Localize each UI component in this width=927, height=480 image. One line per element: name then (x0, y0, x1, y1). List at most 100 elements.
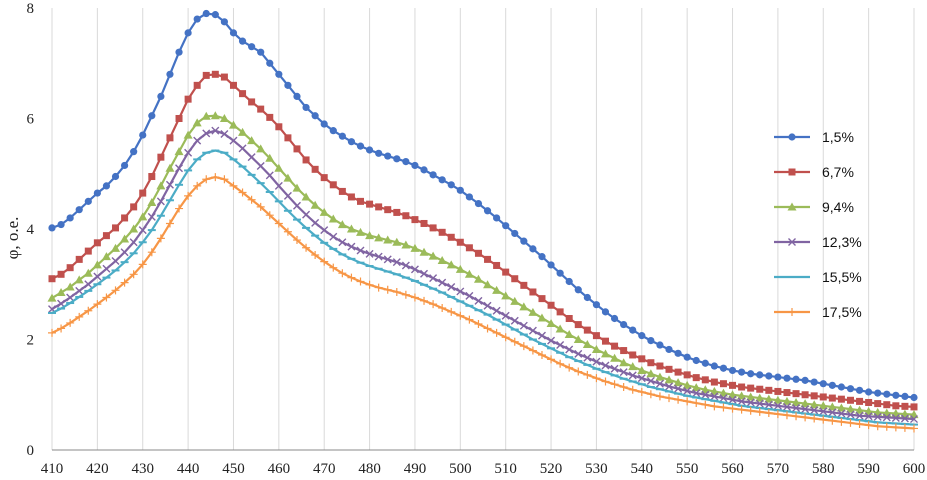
data-point (375, 203, 383, 211)
legend-label: 17,5% (822, 304, 862, 320)
data-point (664, 375, 674, 384)
data-point (347, 242, 356, 251)
data-point (302, 156, 310, 164)
data-point (320, 257, 329, 266)
x-tick-label: 550 (676, 461, 699, 477)
data-point (483, 324, 492, 333)
data-point (83, 268, 93, 277)
data-point (701, 400, 710, 409)
data-point (511, 275, 519, 283)
data-point (365, 146, 374, 154)
data-point (75, 312, 84, 321)
data-point (846, 385, 855, 393)
data-point (429, 171, 437, 179)
x-tick-label: 410 (41, 461, 64, 477)
data-point (366, 200, 374, 208)
data-point (655, 379, 664, 388)
data-point (592, 357, 601, 366)
data-point (855, 420, 864, 429)
data-point (665, 394, 674, 403)
data-point (728, 404, 737, 413)
data-point (238, 127, 248, 136)
data-point (265, 153, 275, 162)
data-point (93, 300, 102, 309)
data-point (438, 176, 446, 184)
data-point (111, 243, 121, 252)
data-point (193, 81, 201, 89)
data-point (456, 238, 464, 246)
data-point (592, 374, 601, 383)
data-point (283, 173, 293, 182)
data-point (220, 129, 229, 138)
data-point (718, 388, 728, 397)
data-point (764, 400, 773, 409)
data-point (202, 71, 210, 79)
data-point (239, 90, 247, 98)
data-point (620, 320, 628, 329)
data-point (801, 376, 809, 384)
data-point (647, 337, 655, 345)
data-point (556, 359, 565, 368)
data-point (293, 92, 301, 100)
data-point (283, 227, 292, 236)
data-point (528, 346, 537, 355)
data-point (692, 356, 700, 365)
data-point (202, 129, 211, 138)
data-point (783, 374, 791, 382)
series-6 (48, 173, 918, 433)
data-point (773, 410, 782, 419)
data-point (420, 296, 429, 305)
data-point (329, 181, 337, 189)
data-point (756, 371, 764, 379)
data-point (429, 274, 438, 283)
data-point (492, 285, 502, 294)
data-point (837, 417, 846, 426)
data-point (601, 361, 610, 370)
data-point (892, 391, 900, 399)
data-point (474, 296, 483, 305)
data-point (175, 164, 184, 173)
data-point (637, 374, 646, 383)
data-point (184, 148, 193, 157)
data-point (74, 275, 84, 284)
data-point (628, 371, 637, 380)
x-tick-label: 570 (767, 461, 790, 477)
data-point (283, 191, 292, 200)
data-point (801, 391, 809, 399)
data-point (692, 399, 701, 408)
data-point (75, 255, 83, 263)
data-point (301, 192, 311, 201)
data-point (346, 224, 356, 233)
data-point (637, 365, 647, 374)
data-point (302, 210, 311, 219)
legend-marker (788, 308, 796, 316)
data-point (810, 414, 819, 423)
data-point (383, 235, 393, 244)
x-tick-label: 590 (857, 461, 880, 477)
data-point (57, 270, 65, 278)
legend-label: 15,5% (822, 269, 862, 285)
data-point (619, 358, 629, 367)
data-point (401, 261, 410, 270)
data-point (755, 399, 764, 408)
data-point (747, 384, 755, 392)
data-point (483, 207, 492, 215)
data-point (864, 406, 874, 415)
data-point (384, 152, 392, 160)
data-point (338, 187, 346, 195)
data-point (683, 397, 692, 406)
data-point (647, 359, 655, 367)
x-tick-label: 480 (358, 461, 381, 477)
data-point (229, 181, 238, 190)
x-tick-label: 580 (812, 461, 835, 477)
data-point (66, 264, 74, 272)
data-point (665, 345, 673, 354)
data-point (674, 395, 683, 404)
data-point (692, 389, 701, 398)
data-point (292, 183, 302, 192)
data-point (502, 222, 510, 230)
data-point (583, 353, 592, 362)
data-point (574, 321, 582, 329)
data-point (411, 161, 419, 170)
data-point (510, 337, 519, 346)
